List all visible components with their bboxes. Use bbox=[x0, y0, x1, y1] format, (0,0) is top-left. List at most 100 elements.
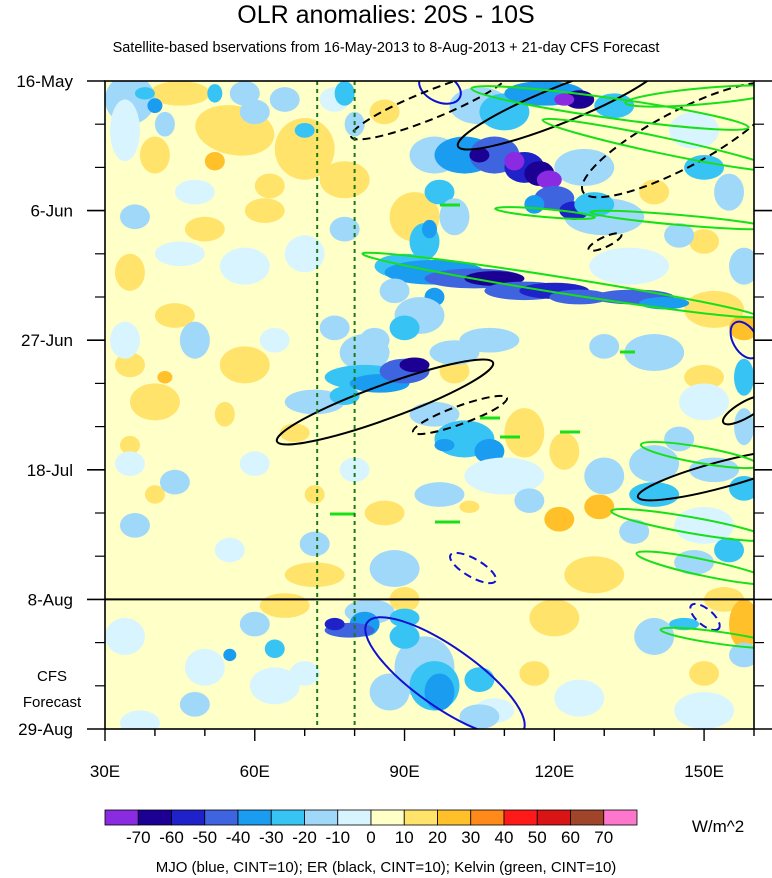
anomaly-cell bbox=[284, 562, 345, 588]
anomaly-cell bbox=[529, 599, 580, 637]
colorbar-level-label: 60 bbox=[561, 828, 580, 847]
anomaly-cell bbox=[464, 667, 495, 692]
anomaly-cell bbox=[149, 81, 210, 106]
anomaly-cell bbox=[434, 438, 455, 452]
anomaly-cell bbox=[244, 198, 285, 223]
anomaly-cell bbox=[714, 537, 745, 563]
anomaly-cell bbox=[134, 87, 155, 100]
anomaly-cell bbox=[114, 352, 145, 378]
mjo-contour bbox=[418, 81, 462, 105]
er-contour bbox=[350, 81, 510, 141]
colorbar: -70 -60 -50 -40 -30 -20 -10 0 10 20 30 40 50 60 70 bbox=[104, 809, 638, 847]
anomaly-cell bbox=[289, 661, 320, 686]
colorbar-unit: W/m^2 bbox=[692, 817, 744, 836]
anomaly-cell bbox=[324, 617, 345, 631]
colorbar-swatch bbox=[437, 809, 472, 826]
chart-title: OLR anomalies: 20S - 10S bbox=[237, 1, 535, 29]
colorbar-swatch bbox=[304, 809, 339, 826]
anomaly-cell bbox=[424, 179, 455, 205]
anomaly-cell bbox=[459, 704, 500, 729]
anomaly-cell bbox=[174, 179, 215, 205]
anomaly-cell bbox=[689, 229, 720, 254]
mjo-contour bbox=[729, 320, 754, 360]
anomaly-cell bbox=[684, 364, 725, 390]
anomaly-cell bbox=[259, 593, 310, 618]
colorbar-swatch bbox=[204, 809, 239, 826]
kelvin-contour bbox=[610, 508, 754, 542]
anomaly-cell bbox=[414, 482, 465, 507]
er-contour bbox=[411, 394, 509, 436]
x-axis: 30E 60E 90E 120E 150E bbox=[90, 729, 755, 781]
anomaly-cell bbox=[629, 482, 680, 507]
colorbar-level-label: 20 bbox=[428, 828, 447, 847]
er-contour bbox=[721, 394, 754, 426]
anomaly-cell bbox=[369, 673, 410, 711]
anomaly-cell bbox=[229, 81, 260, 106]
anomaly-cell bbox=[554, 93, 575, 106]
y-tick-label: 16-May bbox=[16, 72, 73, 91]
anomaly-cell bbox=[114, 451, 145, 476]
colorbar-level-label: -40 bbox=[226, 828, 251, 847]
anomaly-cell bbox=[734, 358, 754, 396]
colorbar-swatch bbox=[104, 809, 139, 826]
anomaly-cell bbox=[554, 148, 615, 186]
anomaly-cell bbox=[214, 401, 235, 427]
anomaly-cell bbox=[619, 519, 650, 544]
anomaly-cell bbox=[264, 639, 285, 659]
colorbar-swatch bbox=[570, 809, 605, 826]
anomaly-cell bbox=[299, 531, 330, 557]
anomaly-cell bbox=[329, 386, 360, 405]
anomaly-cell bbox=[219, 346, 270, 384]
anomaly-cell bbox=[334, 81, 355, 106]
anomaly-cell bbox=[554, 679, 605, 717]
colorbar-swatch bbox=[470, 809, 505, 826]
anomaly-cell bbox=[664, 222, 695, 248]
anomaly-cell bbox=[684, 290, 745, 328]
anomaly-cell bbox=[239, 451, 270, 476]
colorbar-swatch bbox=[536, 809, 571, 826]
plot-area bbox=[105, 81, 754, 729]
contour-legend-note: MJO (blue, CINT=10); ER (black, CINT=10)… bbox=[156, 859, 617, 876]
anomaly-cell bbox=[424, 673, 455, 711]
colorbar-swatch bbox=[171, 809, 206, 826]
anomaly-cell bbox=[519, 661, 550, 686]
anomaly-cell bbox=[689, 661, 720, 686]
anomaly-cell bbox=[339, 457, 370, 483]
anomaly-cell bbox=[399, 357, 430, 373]
colorbar-swatch bbox=[503, 809, 538, 826]
anomaly-cell bbox=[119, 710, 160, 729]
forecast-label-line: CFS bbox=[37, 668, 67, 685]
anomaly-cell bbox=[139, 136, 170, 174]
colorbar-swatch bbox=[370, 809, 405, 826]
colorbar-level-label: -20 bbox=[292, 828, 317, 847]
anomaly-cell bbox=[254, 173, 285, 199]
anomaly-cell bbox=[389, 608, 420, 628]
anomaly-cell bbox=[469, 147, 490, 163]
anomaly-cell bbox=[734, 408, 754, 446]
anomaly-cell bbox=[584, 457, 625, 495]
anomaly-cell bbox=[159, 469, 190, 495]
colorbar-level-label: -10 bbox=[325, 828, 350, 847]
anomaly-cell bbox=[544, 506, 575, 532]
colorbar-level-label: 50 bbox=[528, 828, 547, 847]
anomaly-cell bbox=[207, 84, 223, 103]
anomaly-cell bbox=[119, 435, 140, 455]
anomaly-cell bbox=[474, 438, 505, 464]
anomaly-cell bbox=[223, 648, 237, 662]
anomaly-cell bbox=[249, 667, 300, 705]
anomaly-cell bbox=[504, 151, 525, 171]
anomaly-cell bbox=[369, 550, 420, 588]
y-tick-label: 18-Jul bbox=[27, 461, 73, 480]
anomaly-cell bbox=[536, 170, 562, 189]
y-tick-label: 29-Aug bbox=[18, 720, 73, 739]
anomaly-cell bbox=[464, 271, 525, 286]
anomaly-cell bbox=[284, 235, 325, 273]
anomaly-cell bbox=[269, 87, 300, 112]
anomaly-cell bbox=[154, 303, 195, 328]
anomaly-cell bbox=[714, 173, 745, 211]
colorbar-swatch bbox=[270, 809, 305, 826]
anomaly-cell bbox=[294, 122, 315, 138]
colorbar-level-label: -30 bbox=[259, 828, 284, 847]
anomaly-cell bbox=[105, 617, 145, 655]
